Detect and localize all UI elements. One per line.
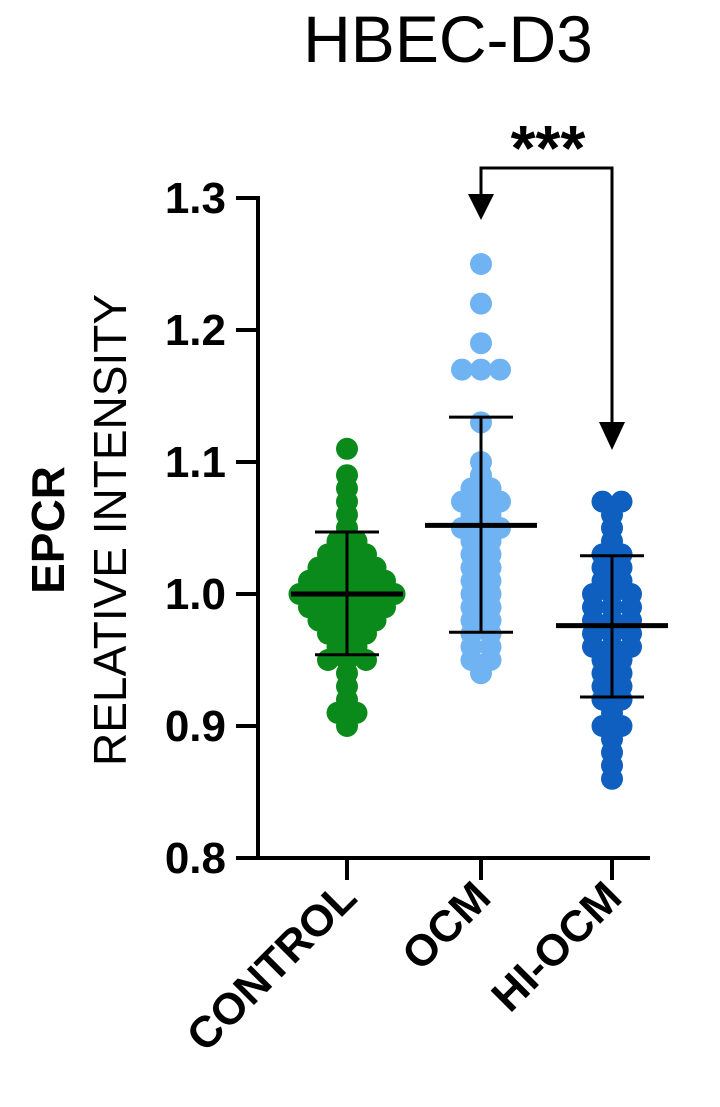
y-tick-label: 0.8 (165, 834, 226, 883)
data-point (336, 715, 358, 737)
data-point (470, 662, 492, 685)
x-tick-label: HI-OCM (482, 872, 631, 1021)
x-tick-label: CONTROL (178, 872, 366, 1060)
data-point (470, 292, 492, 315)
series-hi-ocm (556, 490, 668, 790)
plot-area (288, 253, 668, 790)
y-axis: 0.8 0.9 1.0 1.1 1.2 1.3 (165, 174, 260, 883)
data-point (355, 649, 377, 671)
chart-title: HBEC-D3 (303, 2, 593, 76)
data-point (470, 358, 492, 381)
data-point (470, 332, 492, 355)
data-point (470, 253, 492, 275)
data-point (336, 437, 358, 460)
y-tick-label: 0.9 (165, 702, 226, 751)
data-point (601, 767, 623, 790)
data-point (451, 358, 473, 381)
data-point (317, 649, 339, 671)
significance-bracket: *** (468, 112, 625, 450)
x-tick-label: OCM (393, 872, 500, 979)
arrow-head-hi-ocm (599, 422, 625, 450)
y-axis-label-line2: RELATIVE INTENSITY (84, 294, 136, 766)
data-point (489, 358, 511, 381)
y-tick-label: 1.1 (165, 438, 226, 487)
series-ocm (425, 253, 537, 685)
y-tick-label: 1.3 (165, 174, 226, 223)
y-tick-label: 1.2 (165, 306, 226, 355)
significance-label: *** (511, 112, 586, 184)
y-axis-label-line1: EPCR (22, 466, 74, 594)
bracket-line (479, 166, 614, 428)
series-control (288, 437, 406, 737)
y-tick-label: 1.0 (165, 570, 226, 619)
arrow-head-ocm (468, 194, 494, 220)
